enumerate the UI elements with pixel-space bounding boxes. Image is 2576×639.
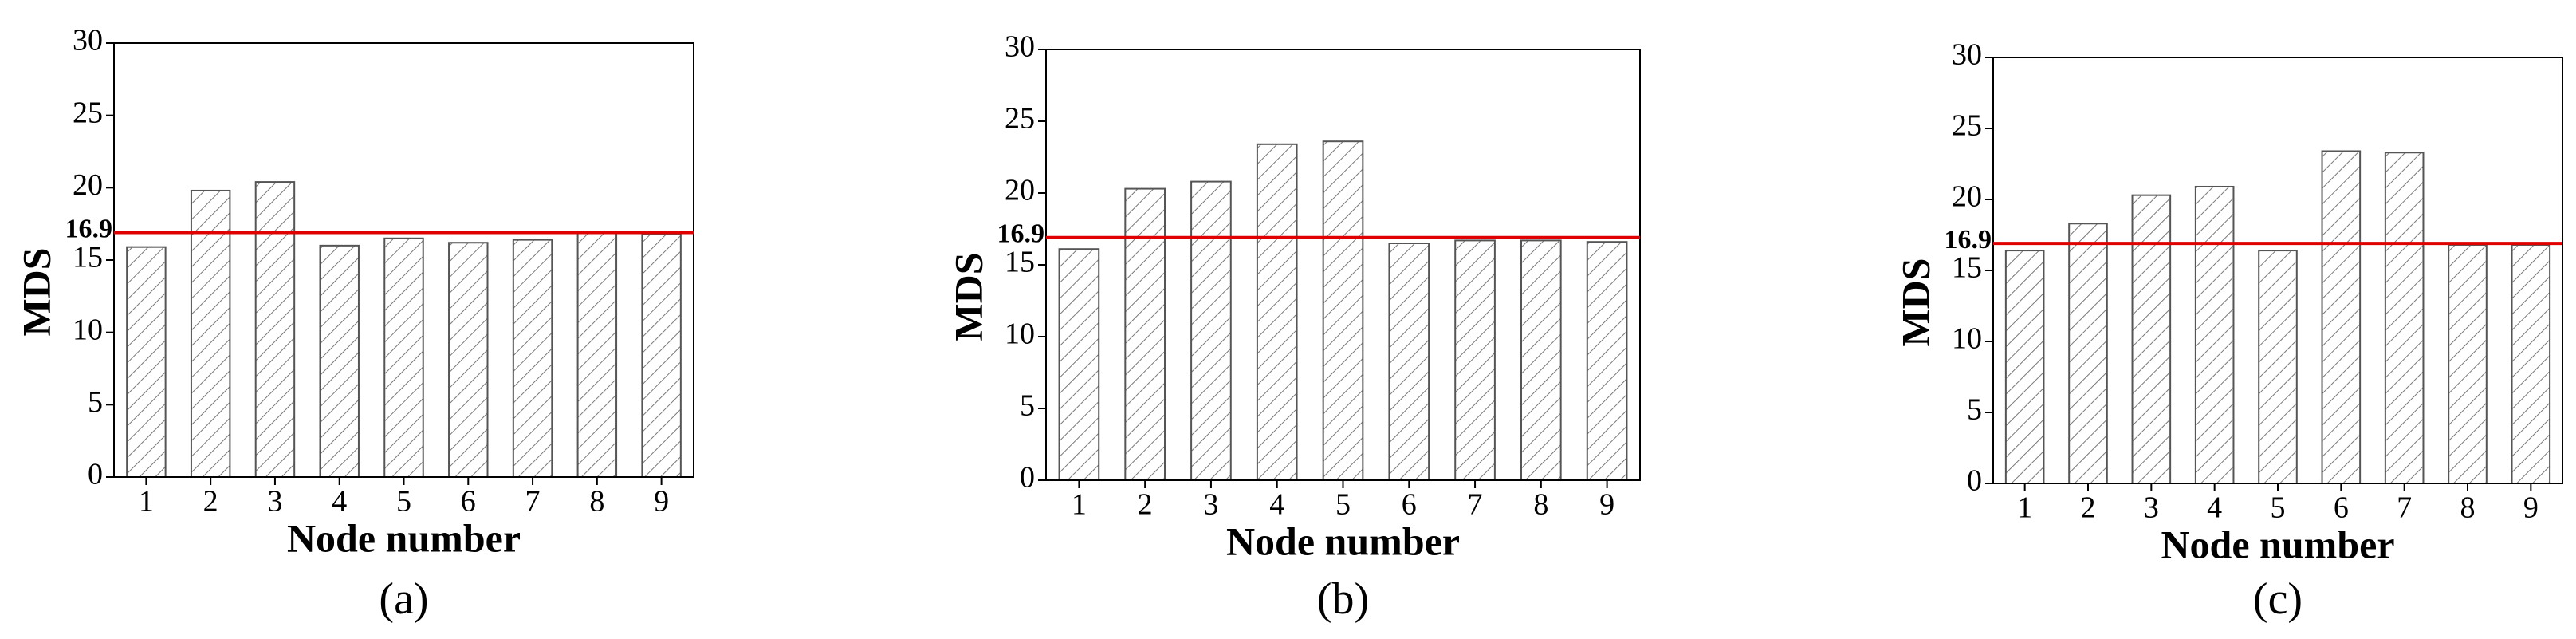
x-tick-label: 1 (139, 485, 154, 519)
bar (126, 246, 167, 478)
y-tick-label: 10 (1005, 318, 1035, 351)
plot-frame (1045, 49, 1641, 481)
x-tick-label: 9 (654, 485, 669, 519)
y-tick-label: 0 (1967, 464, 1982, 498)
caption: (a) (379, 574, 428, 624)
reference-label: 16.9 (1945, 225, 1992, 254)
caption: (b) (1317, 574, 1369, 624)
y-tick-label: 20 (73, 168, 103, 202)
bar (1520, 239, 1562, 481)
y-tick-label: 15 (73, 241, 103, 274)
y-axis-title: MDS (1893, 258, 1937, 346)
y-tick-label: 20 (1005, 174, 1035, 207)
y-tick-label: 30 (1952, 38, 1982, 72)
x-axis-title: Node number (287, 515, 521, 560)
reference-label: 16.9 (997, 219, 1045, 249)
bar (2131, 194, 2172, 484)
x-tick-label: 2 (2081, 491, 2096, 525)
x-tick-label: 6 (2334, 491, 2349, 525)
bar (2194, 185, 2235, 484)
y-tick-label: 5 (1967, 393, 1982, 427)
y-axis-title: MDS (946, 252, 990, 341)
y-tick-label: 20 (1952, 180, 1982, 214)
y-tick-label: 15 (1005, 246, 1035, 279)
x-tick-label: 8 (2460, 491, 2476, 525)
plot-frame (113, 42, 694, 478)
x-tick-label: 7 (2397, 491, 2412, 525)
y-tick-label: 25 (1952, 109, 1982, 143)
x-tick-label: 7 (1468, 488, 1483, 522)
x-tick-label: 2 (203, 485, 218, 519)
bar (448, 242, 489, 478)
x-tick-label: 2 (1138, 488, 1153, 522)
x-tick-label: 4 (2207, 491, 2222, 525)
plot-frame (1992, 57, 2563, 484)
x-tick-label: 3 (2144, 491, 2159, 525)
x-tick-label: 8 (1533, 488, 1548, 522)
bar (319, 244, 360, 478)
bar (1190, 180, 1232, 481)
reference-label: 16.9 (65, 214, 113, 243)
x-tick-label: 1 (1072, 488, 1087, 522)
x-tick-label: 9 (1599, 488, 1614, 522)
x-tick-label: 6 (461, 485, 476, 519)
y-tick-label: 10 (1952, 322, 1982, 356)
caption: (c) (2253, 574, 2303, 624)
bar (2258, 250, 2298, 484)
bar (641, 233, 682, 478)
x-tick-label: 7 (525, 485, 541, 519)
bar (1388, 243, 1430, 481)
x-tick-label: 5 (2271, 491, 2286, 525)
bar (512, 239, 553, 478)
y-tick-label: 5 (88, 385, 103, 419)
x-tick-label: 1 (2017, 491, 2032, 525)
y-tick-label: 5 (1020, 389, 1035, 423)
bar (1256, 143, 1298, 482)
bar (1124, 187, 1166, 481)
y-tick-label: 30 (1005, 30, 1035, 64)
y-tick-label: 15 (1952, 251, 1982, 285)
bar (254, 181, 296, 479)
x-tick-label: 5 (1335, 488, 1351, 522)
bar (2068, 223, 2108, 484)
bar (2448, 243, 2488, 484)
bar (2321, 150, 2362, 484)
bar (1586, 241, 1628, 481)
bar (190, 189, 231, 479)
y-axis-title: MDS (14, 247, 58, 336)
x-tick-label: 9 (2523, 491, 2539, 525)
y-tick-label: 0 (88, 458, 103, 491)
bar (2384, 152, 2425, 484)
bar (2511, 243, 2551, 484)
y-tick-label: 10 (73, 313, 103, 346)
bar (383, 237, 424, 478)
y-tick-label: 25 (1005, 102, 1035, 136)
x-tick-label: 6 (1402, 488, 1417, 522)
x-tick-label: 5 (396, 485, 411, 519)
x-tick-label: 8 (589, 485, 604, 519)
bar (1058, 248, 1100, 481)
bar (576, 231, 618, 478)
bar (1322, 140, 1364, 481)
x-tick-label: 3 (267, 485, 282, 519)
bar (2004, 250, 2045, 484)
y-tick-label: 30 (73, 24, 103, 57)
y-tick-label: 25 (73, 96, 103, 129)
x-axis-title: Node number (2161, 522, 2394, 566)
x-tick-label: 3 (1203, 488, 1218, 522)
x-tick-label: 4 (332, 485, 347, 519)
x-axis-title: Node number (1226, 519, 1460, 563)
y-tick-label: 0 (1020, 461, 1035, 495)
bar (1454, 239, 1496, 481)
x-tick-label: 4 (1269, 488, 1284, 522)
